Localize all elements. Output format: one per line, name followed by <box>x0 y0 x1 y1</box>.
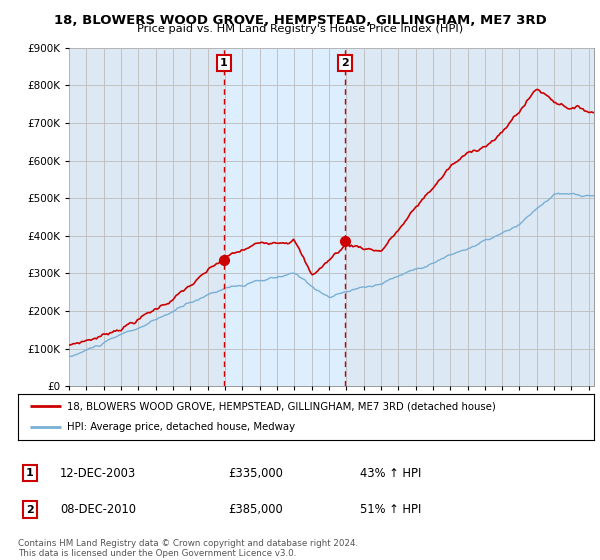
Text: Price paid vs. HM Land Registry's House Price Index (HPI): Price paid vs. HM Land Registry's House … <box>137 24 463 34</box>
Text: 12-DEC-2003: 12-DEC-2003 <box>60 466 136 480</box>
Text: 51% ↑ HPI: 51% ↑ HPI <box>360 503 421 516</box>
Text: £335,000: £335,000 <box>228 466 283 480</box>
Text: Contains HM Land Registry data © Crown copyright and database right 2024.
This d: Contains HM Land Registry data © Crown c… <box>18 539 358 558</box>
Bar <box>224 48 345 386</box>
Text: 08-DEC-2010: 08-DEC-2010 <box>60 503 136 516</box>
Text: 18, BLOWERS WOOD GROVE, HEMPSTEAD, GILLINGHAM, ME7 3RD (detached house): 18, BLOWERS WOOD GROVE, HEMPSTEAD, GILLI… <box>67 401 496 411</box>
Text: 18, BLOWERS WOOD GROVE, HEMPSTEAD, GILLINGHAM, ME7 3RD: 18, BLOWERS WOOD GROVE, HEMPSTEAD, GILLI… <box>53 14 547 27</box>
Text: 1: 1 <box>26 468 34 478</box>
Text: 2: 2 <box>341 58 349 68</box>
Text: 1: 1 <box>220 58 227 68</box>
Text: £385,000: £385,000 <box>228 503 283 516</box>
Text: 43% ↑ HPI: 43% ↑ HPI <box>360 466 421 480</box>
Text: HPI: Average price, detached house, Medway: HPI: Average price, detached house, Medw… <box>67 422 295 432</box>
Text: 2: 2 <box>26 505 34 515</box>
